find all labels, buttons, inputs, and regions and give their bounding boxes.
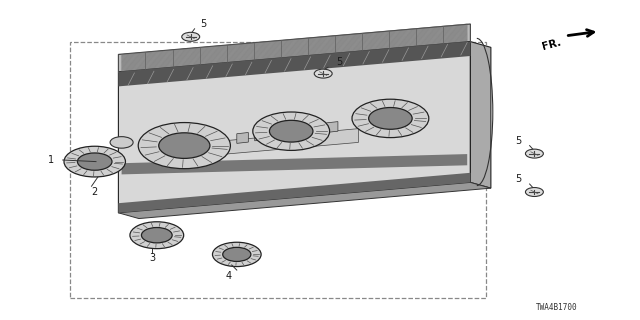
- Text: 3: 3: [149, 252, 156, 263]
- Text: 5: 5: [336, 57, 342, 68]
- Polygon shape: [308, 124, 320, 134]
- Circle shape: [212, 242, 261, 267]
- Polygon shape: [118, 42, 470, 86]
- Polygon shape: [255, 130, 266, 141]
- Polygon shape: [118, 42, 470, 213]
- Polygon shape: [291, 125, 302, 136]
- Text: 5: 5: [200, 19, 207, 29]
- Circle shape: [314, 69, 332, 78]
- Circle shape: [182, 32, 200, 41]
- Polygon shape: [224, 129, 358, 154]
- Circle shape: [110, 137, 133, 148]
- Circle shape: [138, 123, 230, 169]
- Circle shape: [64, 146, 125, 177]
- Circle shape: [141, 228, 172, 243]
- Polygon shape: [326, 122, 338, 132]
- Text: 2: 2: [92, 187, 98, 197]
- Circle shape: [269, 120, 313, 142]
- Text: 1: 1: [48, 155, 54, 165]
- Circle shape: [352, 99, 429, 138]
- Circle shape: [77, 153, 112, 170]
- Circle shape: [159, 133, 210, 158]
- Circle shape: [525, 188, 543, 196]
- Polygon shape: [118, 173, 470, 213]
- Polygon shape: [122, 154, 467, 174]
- Text: 5: 5: [515, 174, 522, 184]
- Text: FR.: FR.: [541, 37, 562, 52]
- Circle shape: [223, 247, 251, 261]
- Text: 4: 4: [226, 271, 232, 281]
- Polygon shape: [470, 42, 491, 188]
- Circle shape: [130, 222, 184, 249]
- Polygon shape: [118, 182, 491, 219]
- Polygon shape: [273, 128, 284, 139]
- Circle shape: [253, 112, 330, 150]
- Circle shape: [369, 108, 412, 129]
- Text: TWA4B1700: TWA4B1700: [536, 303, 578, 312]
- Circle shape: [525, 149, 543, 158]
- Polygon shape: [237, 132, 248, 143]
- Polygon shape: [118, 24, 470, 72]
- Bar: [70, 42, 486, 298]
- Text: 5: 5: [515, 136, 522, 146]
